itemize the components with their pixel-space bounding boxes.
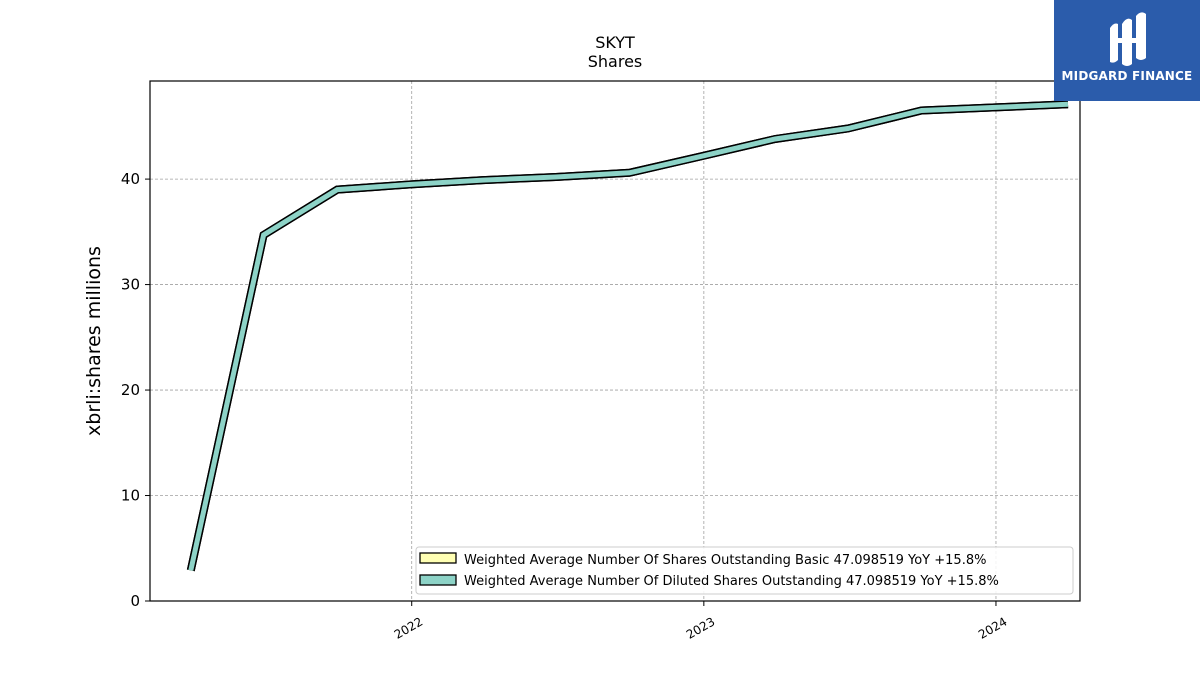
series-lines — [186, 100, 1069, 572]
plot-frame — [149, 80, 1081, 602]
x-axis: 2022 2023 2024 — [392, 601, 1009, 642]
legend: Weighted Average Number Of Shares Outsta… — [415, 546, 1074, 595]
grid-lines — [150, 81, 1080, 601]
logo-mark-icon — [1110, 12, 1146, 67]
legend-swatch-basic — [419, 552, 457, 564]
x-tick-label: 2023 — [684, 614, 717, 641]
y-axis-label: xbrli:shares millions — [83, 246, 105, 436]
y-tick-label: 20 — [121, 381, 140, 399]
chart-title: SKYT — [595, 33, 635, 52]
y-tick-label: 0 — [130, 592, 140, 610]
x-tick-label: 2022 — [392, 614, 425, 641]
legend-entry-basic: Weighted Average Number Of Shares Outsta… — [464, 553, 986, 568]
y-tick-label: 10 — [121, 487, 140, 505]
y-tick-label: 40 — [121, 170, 140, 188]
logo-text: MIDGARD FINANCE — [1061, 69, 1193, 83]
y-axis: 0 10 20 30 40 — [121, 170, 150, 610]
y-tick-label: 30 — [121, 276, 140, 294]
chart-subtitle: Shares — [588, 52, 643, 71]
midgard-finance-logo: MIDGARD FINANCE — [1054, 0, 1200, 101]
legend-swatch-diluted — [419, 574, 457, 586]
legend-box — [415, 546, 1074, 595]
x-tick-label: 2024 — [976, 614, 1009, 641]
legend-entry-diluted: Weighted Average Number Of Diluted Share… — [464, 574, 999, 589]
series-line-1 — [188, 101, 1069, 571]
